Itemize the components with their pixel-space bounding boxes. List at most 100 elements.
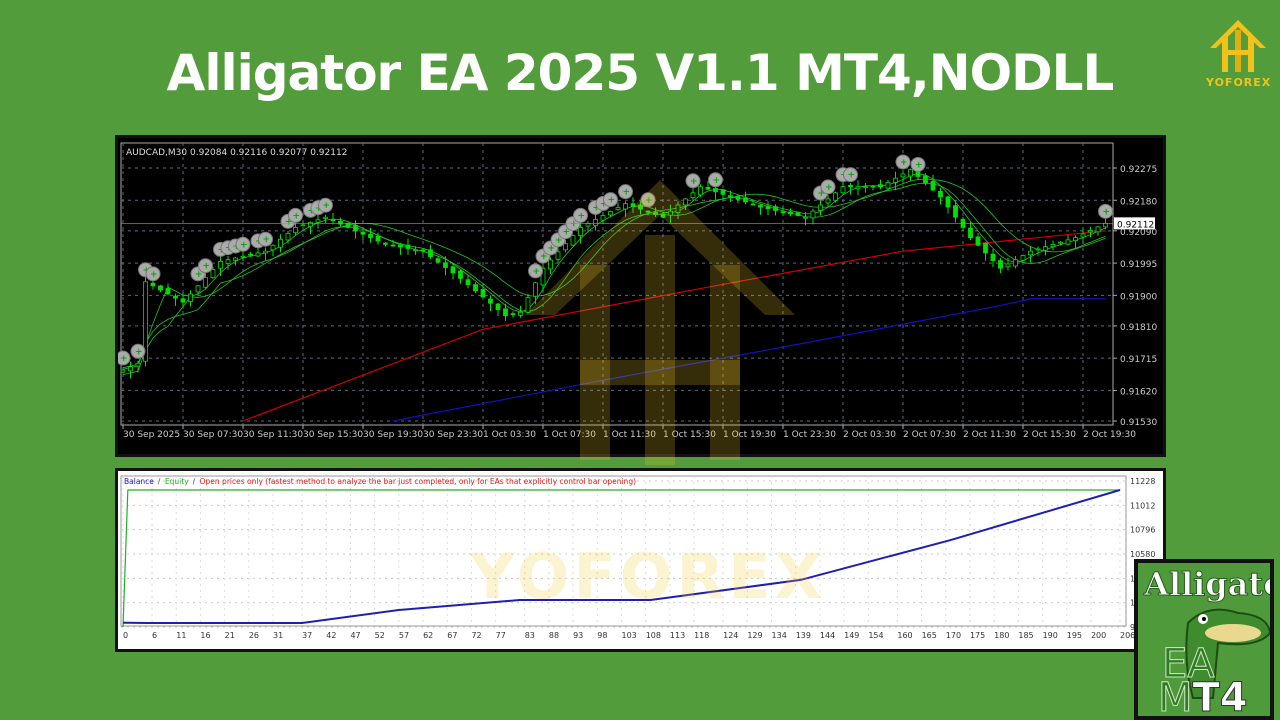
candle-body — [750, 203, 756, 206]
alligator-line — [122, 173, 1106, 370]
x-tick-label: 77 — [496, 631, 506, 640]
candle-body — [203, 277, 208, 288]
candle-body — [990, 253, 996, 261]
candle-body — [143, 281, 148, 362]
x-tick-label: 1 Oct 23:30 — [783, 430, 836, 440]
x-tick-label: 149 — [844, 631, 859, 640]
trade-marker — [843, 167, 858, 183]
candle-body — [270, 244, 276, 251]
trade-marker-plus-icon: + — [578, 211, 586, 221]
candle-body — [728, 195, 733, 198]
candle-body — [233, 257, 238, 261]
y-tick-label: 10580 — [1130, 550, 1155, 559]
candle-body — [660, 213, 666, 218]
candle-body — [165, 288, 171, 295]
candle-body — [548, 259, 553, 270]
price-chart-panel[interactable]: 0.92275 0.92180 0.92090 0.91995 0.91900 0.918… — [115, 135, 1166, 457]
candle-body — [1058, 241, 1063, 244]
x-tick-label: 16 — [200, 631, 210, 640]
trade-marker — [618, 184, 633, 200]
trade-marker-plus-icon: + — [135, 347, 143, 357]
trade-marker — [895, 154, 911, 170]
trade-marker-plus-icon: + — [533, 267, 541, 277]
trade-marker — [603, 192, 618, 208]
x-tick-label: 6 — [152, 631, 157, 640]
x-tick-label: 2 Oct 19:30 — [1083, 430, 1136, 440]
candle-body — [1080, 233, 1086, 238]
candle-body — [1020, 255, 1026, 261]
x-tick-label: 195 — [1067, 631, 1082, 640]
candle-body — [1005, 263, 1011, 268]
candle-body — [458, 270, 463, 279]
candle-body — [473, 284, 478, 292]
candle-body — [413, 249, 418, 252]
trade-marker-plus-icon: + — [645, 196, 653, 206]
candle-body — [968, 227, 973, 239]
candle-body — [645, 210, 651, 213]
trade-marker — [708, 172, 723, 188]
candle-body — [810, 210, 816, 219]
trade-marker-plus-icon: + — [293, 211, 301, 221]
candle-body — [870, 185, 876, 188]
x-tick-label: 170 — [946, 631, 961, 640]
balance-chart[interactable]: 1122811012107961058010364101489932061116… — [118, 471, 1163, 649]
alligator-icon — [1185, 608, 1270, 699]
y-tick-label: 11012 — [1130, 501, 1155, 510]
logo-brand-text: YOFOREX — [1206, 76, 1272, 89]
candle-body — [300, 224, 306, 227]
y-tick-label: 0.92275 — [1120, 165, 1157, 175]
x-tick-label: 2 Oct 15:30 — [1023, 430, 1076, 440]
x-tick-label: 180 — [994, 631, 1009, 640]
candle-body — [435, 258, 441, 263]
candle-body — [345, 222, 351, 228]
candle-body — [908, 169, 913, 177]
candle-body — [675, 204, 681, 213]
y-tick-label: 0.91620 — [1120, 387, 1157, 397]
y-tick-label: 0.92180 — [1120, 197, 1157, 207]
x-tick-label: 42 — [326, 631, 336, 640]
candle-body — [975, 236, 981, 246]
equity-line — [122, 489, 1120, 628]
candle-body — [158, 285, 163, 291]
candle-body — [638, 204, 643, 210]
candle-body — [570, 235, 576, 246]
candle-body — [383, 242, 388, 245]
candle-body — [465, 279, 471, 285]
x-tick-label: 134 — [772, 631, 787, 640]
x-tick-label: 88 — [549, 631, 559, 640]
trade-marker-plus-icon: + — [690, 177, 698, 187]
trade-marker — [235, 236, 251, 252]
candle-body — [743, 197, 748, 203]
price-chart[interactable]: 0.92275 0.92180 0.92090 0.91995 0.91900 0.918… — [118, 138, 1163, 454]
trade-marker-plus-icon: + — [555, 236, 563, 246]
candle-body — [195, 285, 201, 293]
candle-body — [173, 295, 178, 299]
candle-body — [533, 282, 538, 297]
candle-body — [938, 191, 943, 198]
candle-body — [608, 211, 613, 216]
candle-body — [308, 221, 313, 227]
x-tick-label: 72 — [471, 631, 481, 640]
candle-body — [780, 211, 786, 214]
candle-body — [765, 205, 771, 210]
x-tick-label: 206 — [1120, 631, 1135, 640]
candle-body — [368, 233, 373, 239]
y-tick-label: 0.91715 — [1120, 355, 1157, 365]
trade-marker-plus-icon: + — [623, 188, 631, 198]
x-tick-label: 47 — [350, 631, 360, 640]
candle-body — [1095, 226, 1101, 233]
x-tick-label: 62 — [423, 631, 433, 640]
candle-body — [840, 186, 846, 194]
candle-body — [593, 219, 598, 226]
x-tick-label: 1 Oct 03:30 — [483, 430, 536, 440]
badge-ea: EA — [1162, 641, 1216, 688]
balance-chart-panel[interactable]: 1122811012107961058010364101489932061116… — [115, 468, 1166, 652]
x-tick-label: 1 Oct 15:30 — [663, 430, 716, 440]
candle-body — [623, 203, 628, 210]
candle-body — [398, 244, 403, 248]
x-tick-label: 30 Sep 2025 — [123, 430, 180, 440]
x-tick-label: 93 — [573, 631, 583, 640]
candle-body — [758, 204, 763, 208]
trade-marker-plus-icon: + — [203, 262, 211, 272]
candle-body — [788, 211, 793, 215]
